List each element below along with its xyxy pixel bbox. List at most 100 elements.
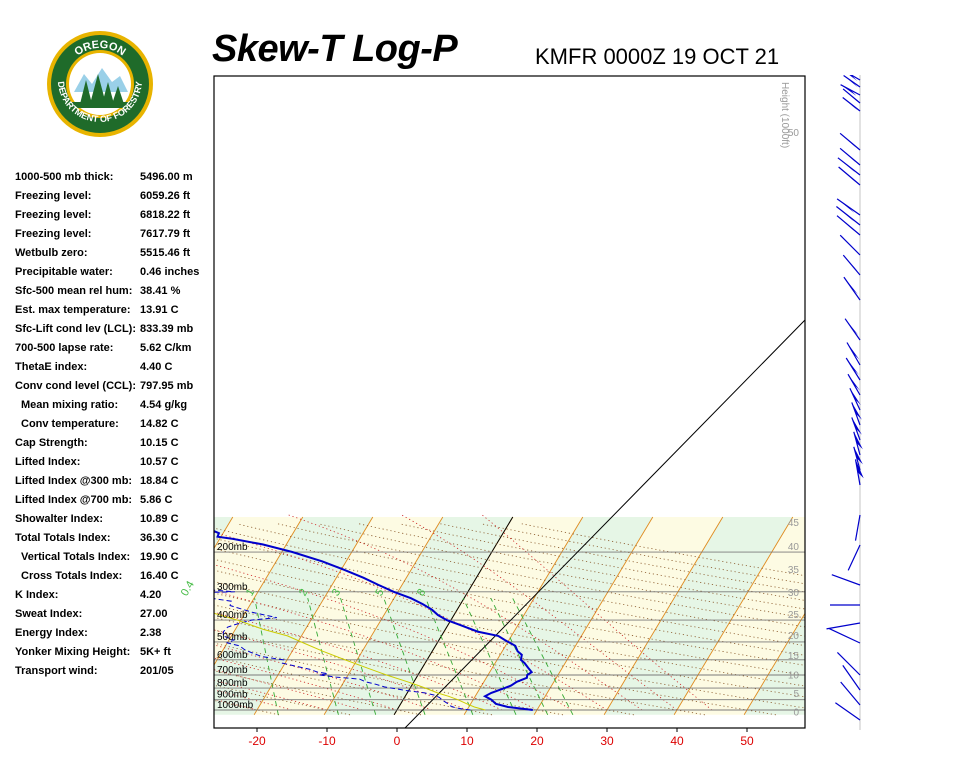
station-time-label: KMFR 0000Z 19 OCT 21 <box>535 44 780 69</box>
height-tick-label: 50 <box>788 128 800 139</box>
stat-value: 13.91 C <box>140 304 179 316</box>
stat-value: 2.38 <box>140 627 162 639</box>
stat-label: Lifted Index: <box>15 456 81 468</box>
mixing-ratio-line <box>512 597 574 715</box>
isotherm-line <box>603 516 724 716</box>
pressure-label: 1000mb <box>217 700 254 711</box>
stat-label: Total Totals Index: <box>15 532 111 544</box>
wind-barb-flag <box>845 318 859 336</box>
stat-label: Cross Totals Index: <box>21 570 123 582</box>
wind-barb-flag <box>837 215 855 232</box>
mixing-ratio-label: 0.4 <box>179 579 197 598</box>
wind-barb-flag <box>847 342 860 360</box>
mixing-ratio-line <box>307 598 339 715</box>
wind-barb <box>836 198 861 216</box>
wind-barb <box>831 574 861 586</box>
stat-value: 10.57 C <box>140 456 179 468</box>
stat-value: 38.41 % <box>140 285 181 297</box>
stat-label: Sfc-500 mean rel hum: <box>15 285 133 297</box>
x-tick-label: -20 <box>248 734 266 748</box>
stat-value: 5.86 C <box>140 494 173 506</box>
x-tick-label: -10 <box>318 734 336 748</box>
wind-barb-flag <box>853 431 863 450</box>
temperature-band <box>0 517 23 715</box>
chart-title: Skew-T Log-P <box>212 28 458 70</box>
pressure-label: 200mb <box>217 542 248 553</box>
pressure-label: 800mb <box>217 678 248 689</box>
temperature-band <box>604 517 793 715</box>
stat-value: 797.95 mb <box>140 380 194 392</box>
mixing-ratio-line <box>254 598 279 715</box>
pressure-label: 300mb <box>217 582 248 593</box>
wind-barb <box>836 215 861 236</box>
wind-barb <box>843 276 861 301</box>
height-axis-label: Height (1000ft) <box>779 82 790 148</box>
pressure-label: 600mb <box>217 650 248 661</box>
mixing-ratio-label: 8 <box>415 587 428 598</box>
stat-value: 4.54 g/kg <box>140 399 188 411</box>
stat-value: 36.30 C <box>140 532 179 544</box>
stat-label: Lifted Index @300 mb: <box>15 475 133 487</box>
stat-label: Vertical Totals Index: <box>21 551 131 563</box>
isotherm-line <box>533 516 654 716</box>
wind-barb <box>828 628 861 644</box>
temperature-band <box>464 517 653 715</box>
wind-barb <box>842 665 861 691</box>
temperature-band <box>394 517 583 715</box>
stat-label: Sfc-Lift cond lev (LCL): <box>15 323 136 335</box>
temperature-band <box>0 517 163 715</box>
stat-value: 5K+ ft <box>140 646 171 658</box>
stat-label: Yonker Mixing Height: <box>15 646 131 658</box>
height-tick-label: 30 <box>788 588 800 599</box>
isotherm-line <box>323 516 444 716</box>
height-tick-label: 45 <box>788 518 800 529</box>
moist-adiabat-line <box>214 629 468 711</box>
wind-barb <box>850 75 861 81</box>
oregon-forestry-logo: OREGON DEPARTMENT OF FORESTRY <box>47 31 153 137</box>
pressure-label: 900mb <box>217 690 248 701</box>
height-tick-label: 10 <box>788 671 800 682</box>
height-tick-label: 35 <box>788 565 800 576</box>
stat-value: 6818.22 ft <box>140 209 191 221</box>
isotherm-line <box>44 517 163 715</box>
stat-label: Energy Index: <box>15 627 88 639</box>
wind-barb-flag <box>855 459 864 479</box>
stat-value: 5496.00 m <box>140 171 193 183</box>
mixing-ratio-line <box>490 597 549 715</box>
height-tick-label: 40 <box>788 542 800 553</box>
x-tick-label: 50 <box>740 734 754 748</box>
stat-label: Wetbulb zero: <box>15 247 88 259</box>
logo-top-text: OREGON <box>72 39 127 59</box>
mixing-ratio-label: 3 <box>330 587 343 598</box>
stat-label: Conv cond level (CCL): <box>15 380 137 392</box>
stat-value: 4.40 C <box>140 361 173 373</box>
stat-label: Cap Strength: <box>15 437 88 449</box>
temperature-band <box>214 517 233 549</box>
moist-adiabat-line <box>214 531 608 711</box>
mixing-ratio-label: 1 <box>244 587 257 598</box>
wind-barb-flag <box>848 374 860 391</box>
height-tick-label: 0 <box>793 707 799 718</box>
stat-label: Conv temperature: <box>21 418 119 430</box>
pressure-label: 500mb <box>217 632 248 643</box>
wind-barbs-panel <box>826 75 864 730</box>
stat-label: Lifted Index @700 mb: <box>15 494 133 506</box>
stat-value: 201/05 <box>140 665 174 677</box>
mixing-ratio-line <box>383 598 426 715</box>
temperature-band <box>534 517 723 715</box>
isotherm-line <box>0 517 23 715</box>
stat-label: Mean mixing ratio: <box>21 399 119 411</box>
stat-value: 0.46 inches <box>140 266 200 278</box>
isotherm-line <box>673 516 794 716</box>
x-tick-label: 10 <box>460 734 474 748</box>
temperature-band <box>254 517 443 715</box>
mixing-ratio-line <box>190 598 206 715</box>
temperature-band <box>0 517 93 715</box>
wind-barb-flag <box>853 446 863 465</box>
stat-label: Precipitable water: <box>15 266 113 278</box>
wind-barb <box>843 75 861 88</box>
x-tick-label: 0 <box>394 734 401 748</box>
stat-label: Est. max temperature: <box>15 304 131 316</box>
zero-isotherm-line <box>393 516 514 716</box>
wind-barb <box>854 514 861 541</box>
